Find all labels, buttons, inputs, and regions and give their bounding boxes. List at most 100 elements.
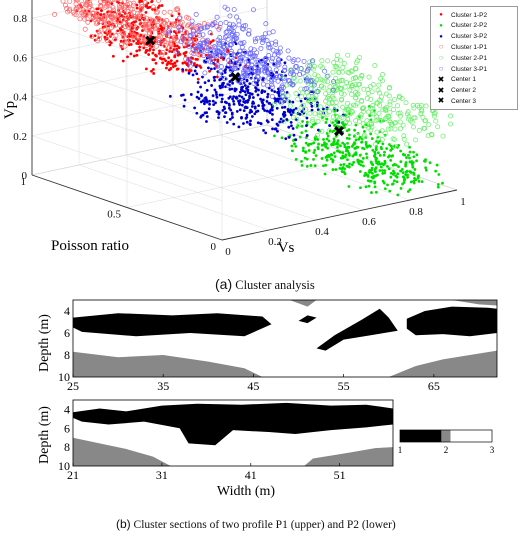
scatter-point (142, 25, 148, 31)
scatter-point (412, 155, 416, 159)
scatter-point (309, 90, 315, 96)
scatter-point (386, 164, 389, 168)
scatter-point (387, 155, 390, 159)
scatter-point (362, 164, 365, 168)
scatter-point (381, 179, 385, 183)
scatter-point (353, 103, 359, 109)
scatter-point (254, 89, 258, 93)
scatter-point (99, 13, 103, 16)
scatter-point (339, 144, 342, 148)
scatter-point (295, 96, 301, 102)
scatter-point (350, 102, 356, 108)
scatter-point (341, 151, 345, 155)
scatter-point (82, 11, 88, 17)
scatter-point (119, 4, 125, 10)
scatter-point (325, 158, 329, 162)
scatter-point (304, 129, 308, 133)
scatter-point (411, 163, 414, 167)
scatter-point (327, 139, 331, 143)
scatter-point (246, 89, 250, 93)
scatter-point (94, 10, 100, 16)
scatter-point (220, 41, 226, 47)
scatter-point (367, 184, 371, 188)
scatter-point (265, 70, 271, 76)
scatter-point (132, 54, 136, 58)
scatter-point (250, 54, 256, 60)
scatter-point (295, 57, 301, 63)
scatter-point (228, 117, 232, 121)
scatter-point (408, 160, 412, 164)
scatter-point (175, 59, 179, 63)
scatter-point (207, 59, 213, 65)
scatter-point (346, 142, 349, 145)
scatter-point (378, 117, 384, 123)
scatter-point (368, 169, 372, 172)
y-tick-label: 8 (64, 348, 70, 362)
scatter-point (233, 87, 237, 91)
scatter-point (232, 102, 236, 106)
scatter-point (164, 66, 168, 70)
scatter-point (229, 58, 235, 64)
scatter-point (215, 48, 221, 54)
scatter-point (199, 100, 203, 104)
scatter-point (52, 11, 58, 17)
y-tick-label: 0.5 (107, 209, 121, 221)
scatter-point (353, 128, 356, 132)
scatter-point (174, 49, 180, 55)
scatter-point (330, 87, 336, 93)
scatter-point (431, 111, 437, 117)
scatter-point (362, 147, 366, 151)
scatter-point (286, 55, 292, 61)
scatter-point (131, 33, 137, 39)
scatter-point (230, 22, 236, 28)
z-axis-label: Vp (2, 101, 18, 119)
scatter-point (259, 97, 262, 101)
scatter-point (265, 109, 269, 113)
scatter-point (329, 100, 335, 106)
scatter-point (325, 142, 328, 146)
scatter-point (369, 160, 373, 164)
scatter-point (217, 35, 223, 41)
scatter-point (358, 170, 362, 173)
scatter-point (240, 26, 246, 32)
scatter-point (227, 102, 231, 106)
scatter-point (366, 125, 372, 131)
scatter-point (357, 159, 360, 163)
scatter-point (395, 103, 400, 109)
scatter-point (118, 27, 122, 31)
scatter-point (247, 98, 250, 102)
scatter-point (349, 108, 355, 114)
scatter-point (193, 106, 197, 110)
scatter-point (290, 124, 293, 128)
scatter-point (116, 0, 121, 2)
scatter-point (83, 2, 89, 8)
scatter-point (265, 100, 269, 103)
scatter-point (84, 16, 90, 22)
scatter-point (303, 156, 307, 160)
y-tick-label: 0 (211, 241, 217, 253)
scatter-point (406, 153, 410, 157)
scatter-point (64, 5, 70, 11)
scatter-point (404, 141, 410, 147)
scatter-point (365, 90, 371, 96)
scatter-point (209, 59, 215, 65)
scatter-point (209, 40, 213, 44)
scatter-point (180, 35, 186, 41)
scatter-point (159, 43, 163, 47)
scatter-point (94, 21, 100, 27)
scatter-point (358, 135, 362, 139)
scatter-point (403, 178, 406, 182)
scatter-point (401, 133, 407, 139)
scatter-point (162, 43, 168, 49)
scatter-point (289, 120, 293, 124)
scatter-point (423, 118, 429, 124)
scatter-point (87, 4, 93, 10)
scatter-point (226, 57, 232, 63)
scatter-point (333, 104, 339, 110)
scatter-point (300, 159, 303, 163)
scatter-point (440, 133, 446, 139)
scatter-point (368, 83, 373, 89)
cluster-1-region (316, 308, 398, 351)
scatter-point (288, 110, 292, 114)
scatter-point (112, 0, 117, 2)
